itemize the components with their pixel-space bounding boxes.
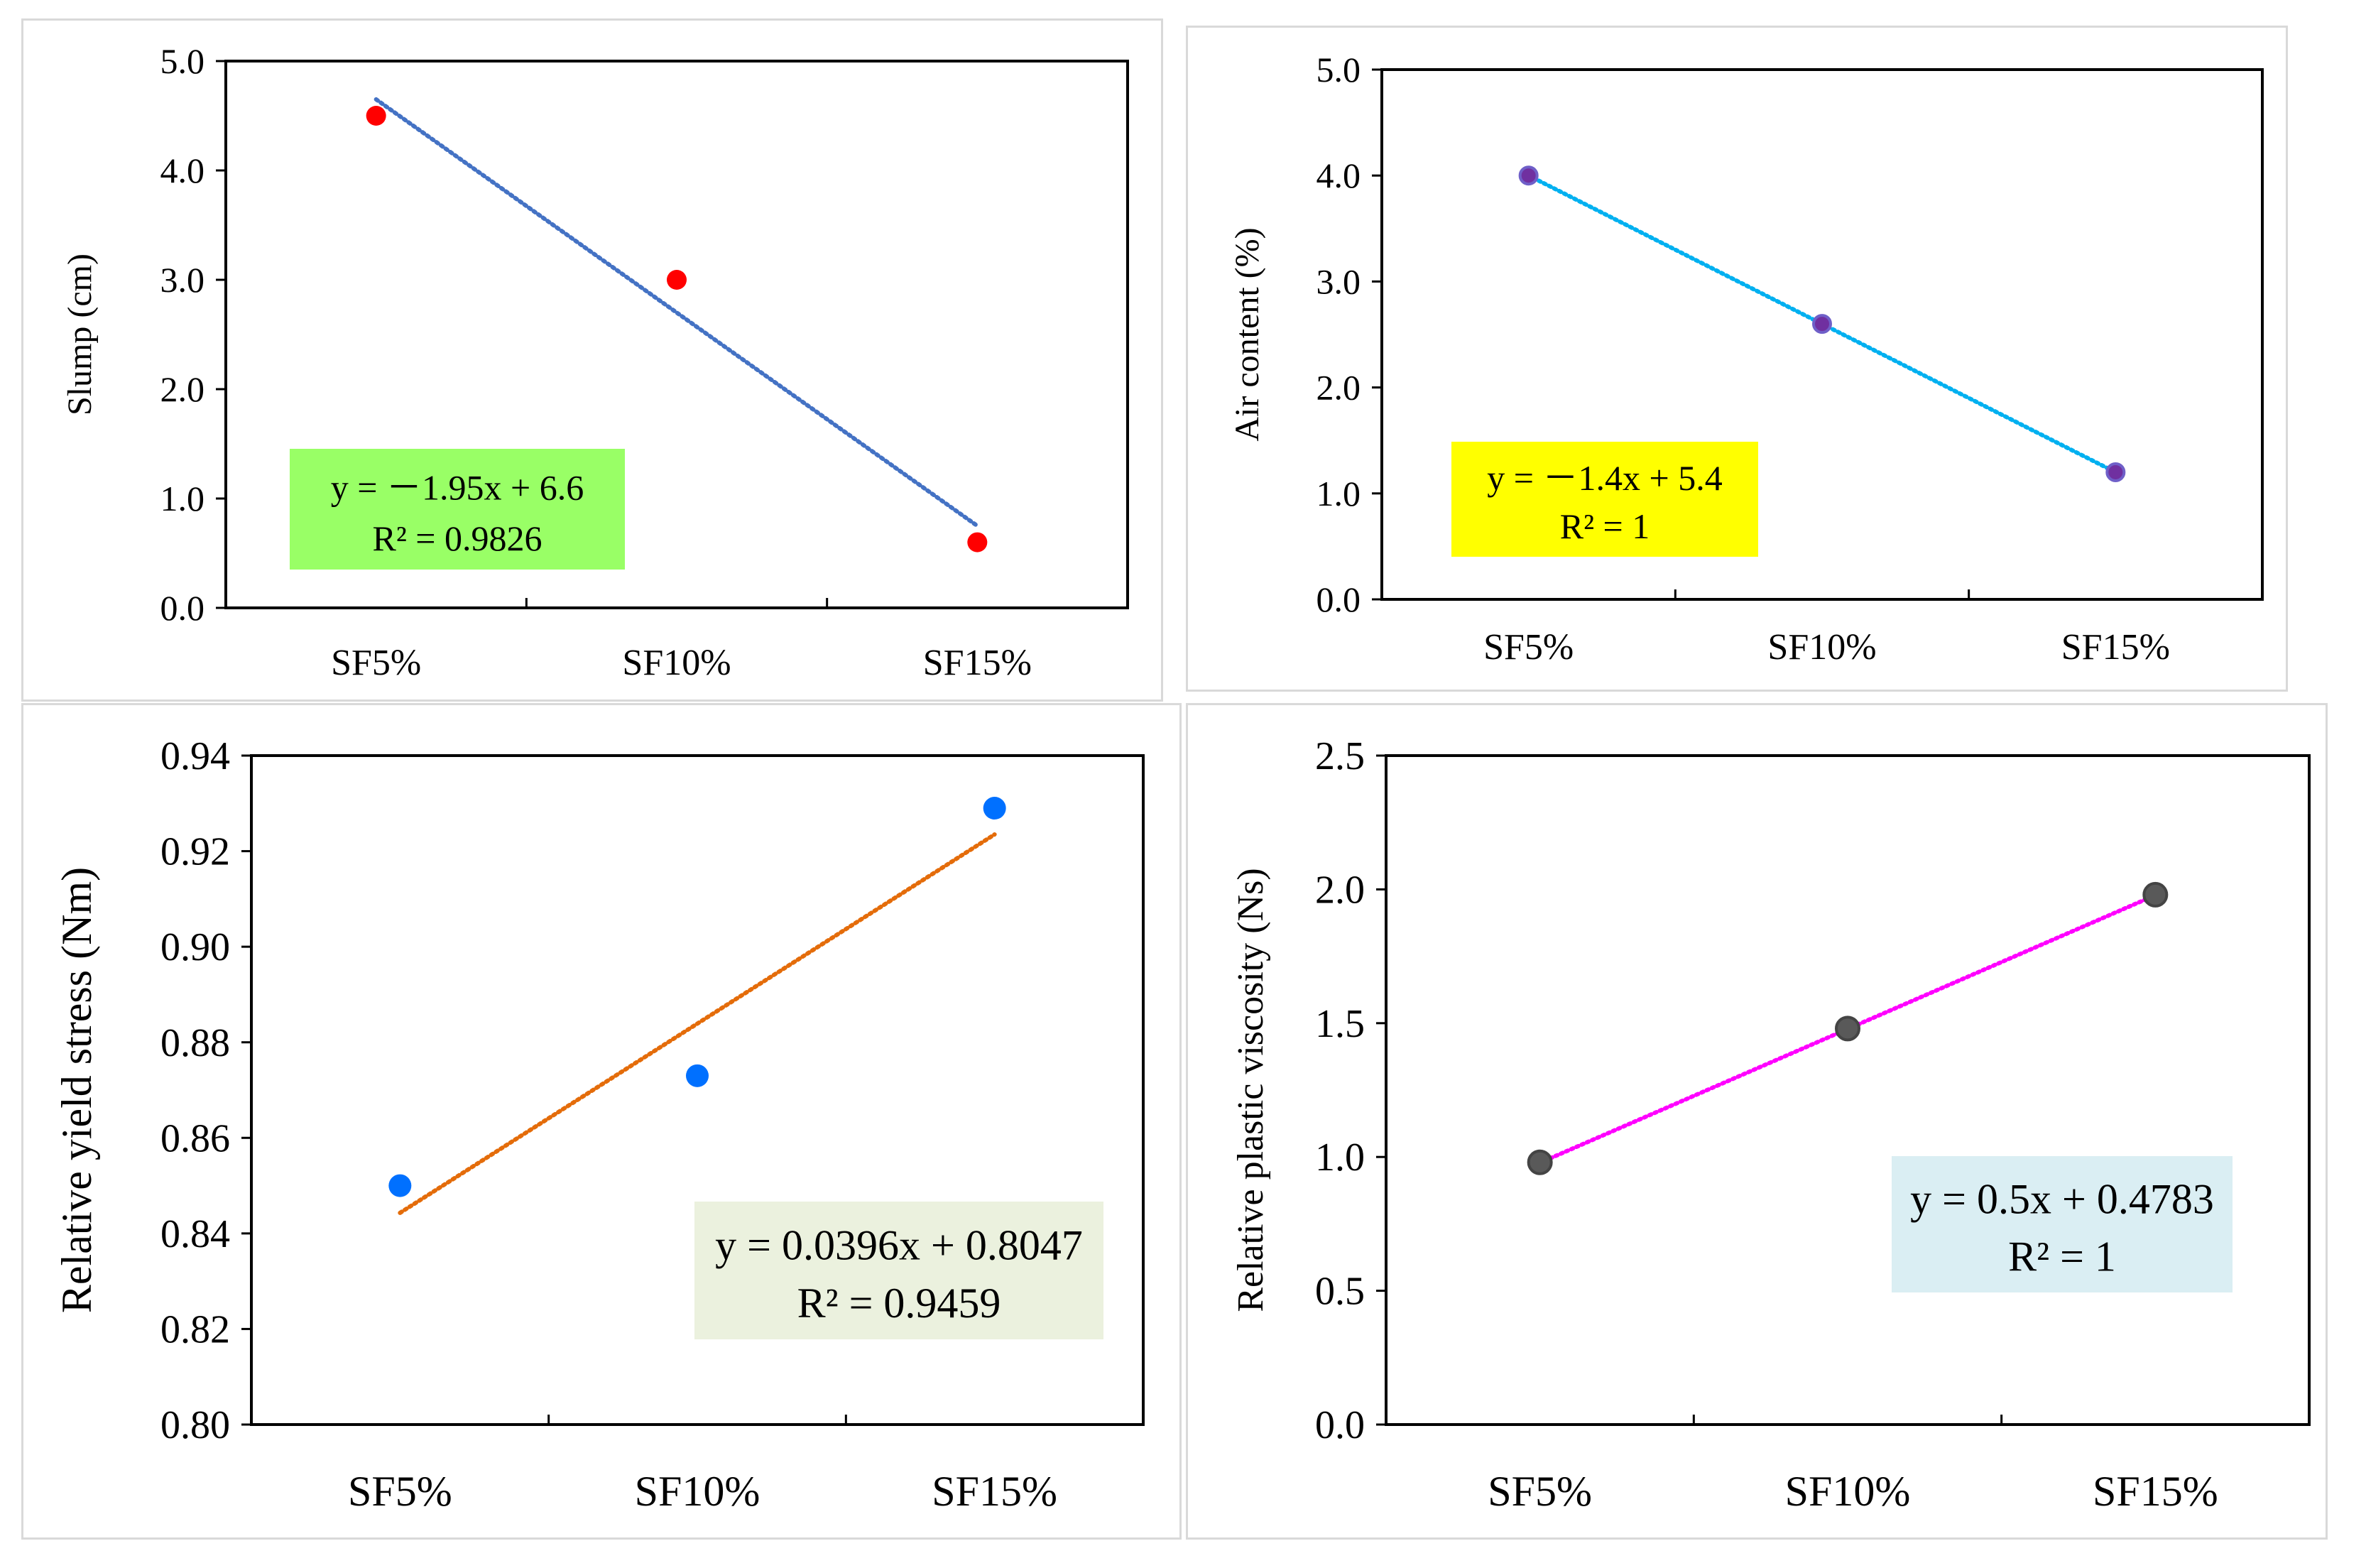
y-tick-label: 0.0 [160, 588, 205, 628]
y-tick-label: 2.5 [1315, 734, 1365, 778]
x-category-label: SF5% [1483, 627, 1574, 668]
x-category-label: SF15% [932, 1468, 1057, 1515]
x-category-label: SF5% [331, 643, 421, 683]
data-point [366, 106, 386, 126]
plot-area-3 [250, 754, 1145, 1426]
y-tick-label: 0.0 [1316, 579, 1361, 619]
plot-area-1 [224, 60, 1129, 609]
x-category-label: SF5% [348, 1468, 452, 1515]
y-tick-label: 0.5 [1315, 1270, 1365, 1314]
r-squared-text: R² = 0.9459 [797, 1280, 1001, 1327]
y-tick-label: 0.88 [160, 1021, 230, 1065]
y-tick-label: 4.0 [160, 151, 205, 190]
data-point [1527, 1149, 1553, 1175]
data-point [983, 797, 1006, 820]
equation-box [694, 1202, 1103, 1339]
y-tick-label: 0.0 [1315, 1403, 1365, 1447]
r-squared-text: R² = 0.9826 [372, 518, 542, 558]
equation-text: y = 0.0396x + 0.8047 [715, 1221, 1083, 1268]
r-squared-text: R² = 1 [2008, 1233, 2116, 1280]
y-tick-label: 1.0 [1315, 1136, 1365, 1180]
y-tick-label: 3.0 [1316, 261, 1361, 301]
equation-text: y = 0.5x + 0.4783 [1910, 1176, 2214, 1223]
y-tick-label: 0.94 [160, 734, 230, 778]
y-axis-title: Relative yield stress (Nm) [53, 867, 100, 1313]
data-point [2142, 881, 2169, 908]
data-point [2105, 462, 2126, 482]
panel-yield-stress [21, 703, 1182, 1540]
y-tick-label: 0.84 [160, 1212, 230, 1256]
trendline [398, 832, 997, 1215]
equation-text: y = －1.95x + 6.6 [331, 467, 584, 507]
y-tick-label: 5.0 [160, 41, 205, 81]
r-squared-text: R² = 1 [1560, 506, 1650, 546]
y-axis-title: Relative plastic viscosity (Ns) [1231, 868, 1271, 1312]
x-category-label: SF10% [622, 643, 731, 683]
equation-text: y = －1.4x + 5.4 [1487, 458, 1722, 498]
y-tick-label: 0.86 [160, 1116, 230, 1160]
plot-area-2 [1380, 68, 2264, 601]
panel-slump [21, 18, 1163, 702]
data-point [1835, 1016, 1860, 1042]
y-axis-title: Slump (cm) [61, 254, 99, 415]
y-tick-label: 0.82 [160, 1307, 230, 1351]
y-axis-title: Air content (%) [1228, 227, 1266, 441]
data-point [1812, 314, 1832, 334]
x-category-label: SF10% [1785, 1468, 1911, 1515]
x-category-label: SF10% [1767, 627, 1876, 668]
y-tick-label: 1.0 [160, 479, 205, 518]
panel-plastic-viscosity [1186, 703, 2328, 1540]
x-category-label: SF5% [1488, 1468, 1592, 1515]
y-tick-label: 2.0 [1315, 868, 1365, 912]
data-point [967, 532, 988, 552]
data-point [1518, 165, 1539, 186]
equation-box [1451, 442, 1758, 557]
equation-box [290, 449, 625, 570]
x-category-label: SF15% [2061, 627, 2170, 668]
data-point [686, 1064, 709, 1087]
y-tick-label: 5.0 [1316, 50, 1361, 89]
y-tick-label: 0.92 [160, 830, 230, 874]
y-tick-label: 0.90 [160, 925, 230, 969]
trendline [374, 97, 980, 528]
x-category-label: SF15% [2093, 1468, 2218, 1515]
panel-air-content [1186, 26, 2288, 692]
y-tick-label: 1.5 [1315, 1002, 1365, 1046]
data-point [667, 270, 687, 290]
y-tick-label: 4.0 [1316, 156, 1361, 195]
y-tick-label: 2.0 [160, 369, 205, 409]
y-tick-label: 1.0 [1316, 474, 1361, 513]
data-point [388, 1174, 412, 1197]
x-category-label: SF10% [635, 1468, 760, 1515]
plot-area-4 [1385, 754, 2311, 1426]
equation-box [1892, 1156, 2233, 1292]
y-tick-label: 2.0 [1316, 368, 1361, 408]
x-category-label: SF15% [923, 643, 1032, 683]
y-tick-label: 0.80 [160, 1403, 230, 1447]
y-tick-label: 3.0 [160, 260, 205, 300]
